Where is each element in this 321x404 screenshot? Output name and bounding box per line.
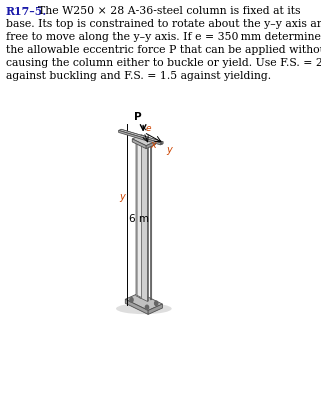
Polygon shape xyxy=(125,299,148,314)
Text: the allowable eccentric force P that can be applied without: the allowable eccentric force P that can… xyxy=(6,45,321,55)
Text: 6 m: 6 m xyxy=(129,214,149,223)
Text: y: y xyxy=(166,145,171,155)
Polygon shape xyxy=(146,141,155,149)
Polygon shape xyxy=(139,139,152,145)
Circle shape xyxy=(139,293,142,298)
Polygon shape xyxy=(132,139,146,149)
Polygon shape xyxy=(136,141,149,147)
Text: x: x xyxy=(151,141,156,150)
Polygon shape xyxy=(125,293,162,310)
Polygon shape xyxy=(132,135,155,146)
Polygon shape xyxy=(144,143,146,299)
Text: causing the column either to buckle or yield. Use F.S. = 2: causing the column either to buckle or y… xyxy=(6,58,321,68)
Polygon shape xyxy=(121,129,163,144)
Text: R17–5.: R17–5. xyxy=(6,6,47,17)
Polygon shape xyxy=(136,141,147,301)
Text: e: e xyxy=(145,124,151,133)
Polygon shape xyxy=(120,132,162,144)
Text: The W250 × 28 A-36-steel column is fixed at its: The W250 × 28 A-36-steel column is fixed… xyxy=(31,6,300,16)
Polygon shape xyxy=(119,130,160,145)
Circle shape xyxy=(130,298,133,302)
Polygon shape xyxy=(147,147,149,301)
Ellipse shape xyxy=(116,303,172,314)
Polygon shape xyxy=(151,145,152,300)
Text: base. Its top is constrained to rotate about the y–y axis and: base. Its top is constrained to rotate a… xyxy=(6,19,321,29)
Text: against buckling and F.S. = 1.5 against yielding.: against buckling and F.S. = 1.5 against … xyxy=(6,72,271,82)
Polygon shape xyxy=(142,142,144,298)
Polygon shape xyxy=(137,141,142,298)
Circle shape xyxy=(155,301,158,305)
Polygon shape xyxy=(148,304,162,314)
Text: P: P xyxy=(134,112,142,122)
Polygon shape xyxy=(119,129,163,143)
Text: y: y xyxy=(119,191,125,202)
Text: free to move along the y–y axis. If e = 350 mm determine: free to move along the y–y axis. If e = … xyxy=(6,32,321,42)
Polygon shape xyxy=(142,142,146,144)
Circle shape xyxy=(145,305,149,309)
